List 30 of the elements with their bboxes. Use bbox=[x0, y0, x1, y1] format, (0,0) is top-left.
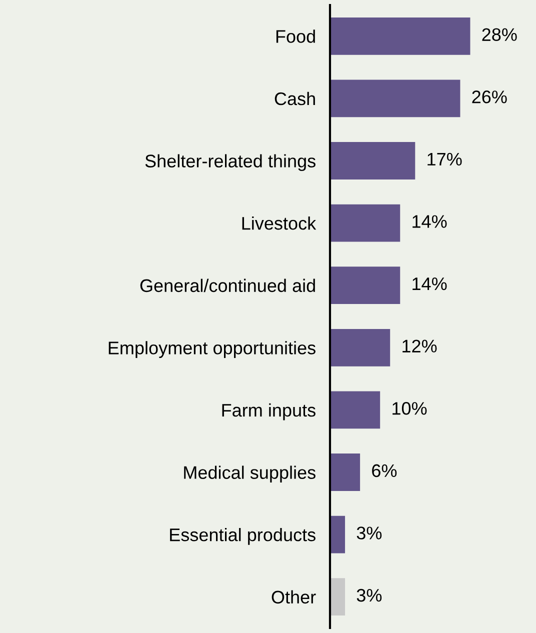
bar bbox=[330, 391, 380, 429]
data-label: 14% bbox=[412, 277, 447, 290]
y-tick-label: Livestock bbox=[242, 216, 316, 230]
y-tick-label: Essential products bbox=[170, 528, 316, 545]
bar bbox=[330, 266, 400, 304]
data-label: 12% bbox=[402, 340, 437, 352]
y-tick-label: Food bbox=[276, 30, 315, 43]
bar bbox=[330, 516, 346, 554]
data-label: 28% bbox=[482, 28, 517, 41]
y-tick-label: Medical supplies bbox=[184, 466, 316, 483]
data-label: 3% bbox=[356, 588, 382, 602]
data-label: 14% bbox=[412, 215, 447, 228]
y-tick-label: Shelter-related things bbox=[145, 154, 316, 172]
y-tick-label: Farm inputs bbox=[222, 403, 316, 420]
bar bbox=[330, 204, 400, 242]
bar bbox=[330, 328, 390, 366]
y-tick-label: Employment opportunities bbox=[108, 341, 316, 358]
bar bbox=[330, 578, 346, 616]
data-label: 3% bbox=[356, 526, 382, 540]
data-label: 26% bbox=[472, 90, 507, 104]
data-label: 17% bbox=[428, 152, 462, 166]
bar bbox=[330, 17, 470, 55]
y-tick-label: General/continued aid bbox=[140, 278, 315, 292]
bar bbox=[330, 454, 360, 491]
y-tick-label: Other bbox=[272, 590, 316, 604]
y-tick-label: Cash bbox=[274, 92, 315, 106]
bar bbox=[330, 142, 416, 180]
data-label: 10% bbox=[392, 402, 427, 415]
data-label: 6% bbox=[372, 464, 397, 478]
bar bbox=[330, 80, 460, 118]
